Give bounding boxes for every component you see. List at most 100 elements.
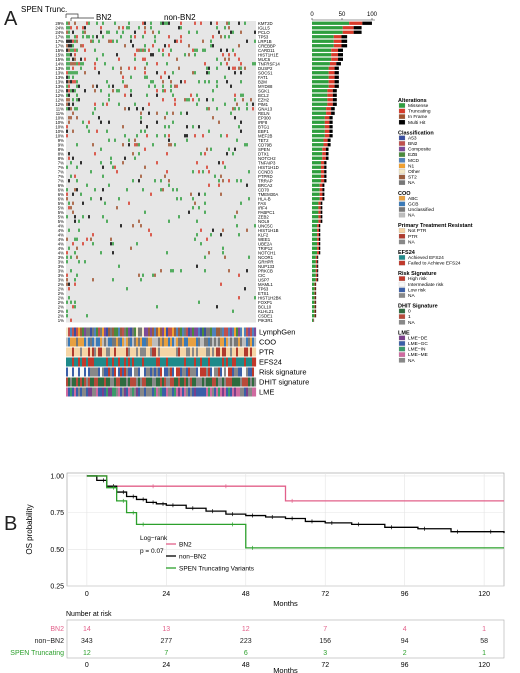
alteration-cell (140, 224, 142, 228)
track-cell (236, 347, 239, 357)
alteration-cell (130, 89, 132, 93)
gene-percent: 10% (55, 115, 64, 120)
track-cell (212, 377, 215, 387)
track-cell (184, 367, 187, 377)
track-cell (134, 337, 137, 347)
freq-bar-truncating (342, 26, 354, 30)
freq-bar-multihit (318, 251, 321, 255)
alteration-cell (68, 93, 70, 97)
legend-item-label: Other (408, 169, 420, 175)
freq-bar-multihit (324, 165, 327, 169)
freq-bar-truncating (320, 174, 325, 178)
track-cell (234, 377, 237, 387)
track-cell (100, 377, 103, 387)
alteration-cell (152, 53, 154, 57)
freq-bar-truncating (317, 233, 319, 237)
freq-bar-missense (312, 147, 323, 151)
track-cell (66, 357, 69, 367)
track-cell (216, 387, 219, 397)
track-cell (138, 377, 141, 387)
track-cell (88, 387, 91, 397)
gene-name: GNA13 (258, 106, 273, 111)
gene-percent: 2% (58, 300, 64, 305)
track-cell (108, 357, 111, 367)
gene-percent: 12% (55, 88, 64, 93)
track-cell (208, 367, 211, 377)
alteration-cell (82, 242, 84, 246)
freq-bar-missense (312, 318, 314, 322)
alteration-cell (80, 66, 82, 70)
freq-bar-truncating (315, 260, 318, 264)
x-tick-label: 96 (401, 591, 409, 598)
track-cell (82, 387, 85, 397)
alteration-cell (200, 152, 202, 156)
track-cell (192, 337, 195, 347)
legend-item-label: LME−ME (408, 352, 428, 358)
risk-table-title: Number at risk (66, 611, 112, 618)
track-cell (238, 367, 241, 377)
alteration-cell (254, 224, 256, 228)
alteration-cell (248, 170, 250, 174)
gene-name: SOCS1 (258, 70, 273, 75)
track-cell (158, 337, 161, 347)
track-cell (164, 347, 167, 357)
track-cell (164, 327, 167, 337)
alteration-cell (218, 120, 220, 124)
legend-item-label: NA (408, 358, 415, 364)
alteration-cell (172, 269, 174, 273)
alteration-cell (68, 89, 70, 93)
track-cell (84, 327, 87, 337)
track-cell (206, 377, 209, 387)
risk-value: 3 (323, 650, 327, 657)
alteration-cell (204, 255, 206, 259)
freq-bar-truncating (314, 305, 316, 309)
alteration-cell (68, 102, 70, 106)
track-cell (226, 327, 229, 337)
alteration-cell (204, 210, 206, 214)
freq-bar-missense (312, 44, 334, 48)
alteration-cell (190, 93, 192, 97)
track-cell (200, 347, 203, 357)
alteration-cell (204, 192, 206, 196)
track-cell (170, 337, 173, 347)
freq-bar-multihit (324, 161, 327, 165)
track-cell (222, 347, 225, 357)
track-cell (106, 357, 109, 367)
alteration-cell (216, 80, 218, 84)
legend-title: DHIT Signature (398, 304, 438, 310)
track-cell (240, 337, 243, 347)
track-cell (206, 387, 209, 397)
gene-name: EP300 (258, 115, 272, 120)
freq-axis-label: 0 (310, 12, 314, 18)
track-cell (144, 347, 147, 357)
alteration-cell (134, 143, 136, 147)
track-cell (78, 357, 81, 367)
alteration-cell (216, 66, 218, 70)
track-cell (150, 347, 153, 357)
track-cell (120, 337, 123, 347)
alteration-cell (212, 89, 214, 93)
track-cell (74, 357, 77, 367)
track-cell (80, 347, 83, 357)
legend-item-label: Low risk (408, 287, 426, 293)
track-cell (66, 347, 69, 357)
track-cell (242, 377, 245, 387)
alteration-cell (156, 62, 158, 66)
freq-bar-truncating (315, 278, 318, 282)
freq-bar-truncating (322, 147, 326, 151)
freq-bar-truncating (320, 161, 325, 165)
gene-name: MAML1 (258, 282, 273, 287)
alteration-cell (122, 75, 124, 79)
freq-bar-multihit (353, 30, 362, 34)
track-cell (212, 367, 215, 377)
alteration-cell (102, 174, 104, 178)
alteration-cell (168, 125, 170, 129)
alteration-cell (84, 57, 86, 61)
track-cell (82, 337, 85, 347)
gene-name: PRKCB (258, 268, 273, 273)
alteration-cell (196, 219, 198, 223)
track-cell (142, 357, 145, 367)
legend-swatch (398, 239, 406, 245)
alteration-cell (72, 192, 74, 196)
alteration-cell (66, 84, 68, 88)
